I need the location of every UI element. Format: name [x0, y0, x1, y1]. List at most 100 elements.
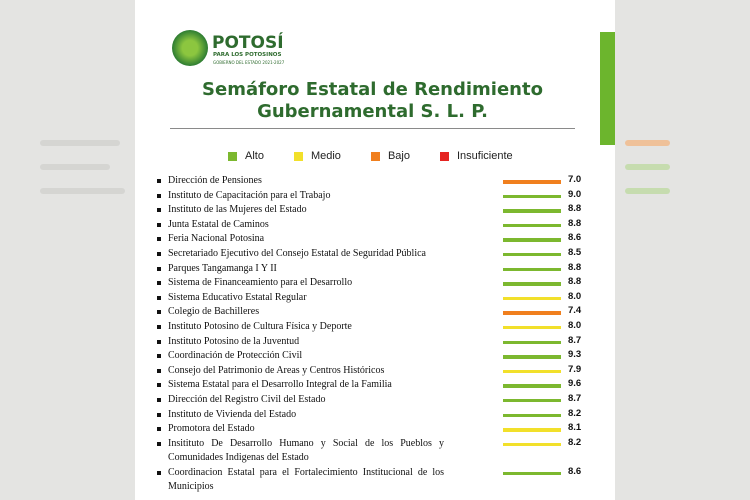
legend-item: Insuficiente	[439, 150, 513, 162]
rating-bar	[503, 209, 561, 213]
legend-item: Alto	[228, 150, 264, 162]
row: Dirección del Registro Civil del Estado 8…	[157, 393, 597, 408]
rating-bar	[503, 471, 561, 476]
row: Sistema Estatal para el Desarrollo Integ…	[157, 378, 597, 393]
logo-subtitle: PARA LOS POTOSINOS	[213, 52, 282, 58]
row: Instituto de las Mujeres del Estado 8.8	[157, 203, 597, 218]
row-name: Instituto Potosino de Cultura Física y D…	[168, 320, 352, 332]
row-name: Secretariado Ejecutivo del Consejo Estat…	[168, 247, 426, 259]
legend-item: Medio	[293, 150, 341, 162]
row-score: 8.0	[568, 290, 582, 302]
bullet	[157, 441, 161, 446]
row-name: Sistema Estatal para el Desarrollo Integ…	[168, 379, 392, 391]
row: Consejo del Patrimonio de Areas y Centro…	[157, 364, 597, 379]
bullet	[157, 281, 161, 286]
background	[40, 164, 110, 170]
title: Gubernamental S. L. P.	[257, 101, 488, 122]
row: Instituto Potosino de Cultura Física y D…	[157, 320, 597, 335]
row: Coordinacion Estatal para el Fortalecimi…	[157, 466, 597, 495]
row: Instituto de Vivienda del Estado 8.2	[157, 408, 597, 423]
bullet	[157, 237, 161, 242]
rating-bar	[503, 340, 561, 345]
bullet	[157, 295, 161, 300]
bullet	[157, 222, 161, 227]
legend-swatch	[370, 151, 380, 161]
row-name: Sistema de Financeamiento para el Desarr…	[168, 277, 353, 289]
row-name: Instituto de las Mujeres del Estado	[168, 204, 307, 216]
row: Sistema Educativo Estatal Regular 8.0	[157, 291, 597, 306]
rating-bar	[503, 223, 561, 228]
rating-bar	[503, 252, 561, 257]
background	[625, 164, 670, 170]
logo-title: POTOSÍ	[212, 33, 284, 53]
title: Semáforo Estatal de Rendimiento	[202, 79, 543, 100]
background	[625, 188, 670, 194]
accent-bar	[600, 32, 615, 145]
bullet	[157, 397, 161, 402]
background	[40, 188, 125, 194]
bullet	[157, 179, 161, 183]
legend-swatch	[293, 151, 303, 161]
bullet	[157, 339, 161, 344]
row-name: Instituto Potosino de la Juventud	[168, 335, 300, 347]
row: Secretariado Ejecutivo del Consejo Estat…	[157, 247, 597, 262]
rating-bar	[503, 428, 561, 432]
row-score: 9.3	[568, 349, 582, 361]
row-score: 7.9	[568, 363, 582, 375]
row-name: Parques Tangamanga I Y II	[168, 262, 277, 274]
row: Sistema de Financeamiento para el Desarr…	[157, 276, 597, 291]
row: Colegio de Bachilleres 7.4	[157, 305, 597, 320]
row: Junta Estatal de Caminos 8.8	[157, 218, 597, 233]
rating-bar	[503, 369, 561, 374]
row-name: Colegio de Bachilleres	[168, 306, 260, 318]
row-score: 8.5	[568, 246, 582, 258]
bullet	[157, 310, 161, 315]
row: Feria Nacional Potosina 8.6	[157, 232, 597, 247]
logo-small: GOBIERNO DEL ESTADO 2021-2027	[213, 60, 285, 65]
row-score: 8.8	[568, 276, 582, 288]
row: Instituto de Capacitación para el Trabaj…	[157, 189, 597, 204]
row-score: 8.1	[568, 422, 582, 434]
row-name: Instituto de Capacitación para el Trabaj…	[168, 189, 331, 201]
row-score: 9.6	[568, 378, 582, 390]
row-name: Coordinación de Protección Civil	[168, 350, 303, 362]
bullet	[157, 193, 161, 198]
rating-bar	[503, 296, 561, 301]
row-name: Insitituto De Desarrollo Humano y Social…	[168, 437, 444, 464]
rating-bar	[503, 325, 561, 330]
bullet	[157, 251, 161, 256]
row-score: 8.8	[568, 261, 582, 273]
row-name: Junta Estatal de Caminos	[168, 218, 269, 230]
row: Promotora del Estado 8.1	[157, 422, 597, 437]
row-name: Dirección del Registro Civil del Estado	[168, 393, 326, 405]
bullet	[157, 470, 161, 475]
legend-label: Medio	[310, 150, 341, 162]
row-score: 8.7	[568, 334, 582, 346]
row-name: Feria Nacional Potosina	[168, 233, 265, 245]
row-name: Instituto de Vivienda del Estado	[168, 408, 297, 420]
row-name: Dirección de Pensiones	[168, 175, 262, 186]
bullet	[157, 412, 161, 417]
row-name: Consejo del Patrimonio de Areas y Centro…	[168, 364, 385, 376]
row-score: 7.4	[568, 305, 582, 317]
divider	[170, 128, 575, 129]
bullet	[157, 383, 161, 388]
row-score: 8.0	[568, 319, 582, 331]
row-name: Sistema Educativo Estatal Regular	[168, 291, 307, 303]
row-name: Coordinacion Estatal para el Fortalecimi…	[168, 466, 444, 493]
rating-bar	[503, 282, 561, 286]
row: Dirección de Pensiones 7.0	[157, 174, 597, 189]
logo	[172, 30, 208, 66]
legend-label: Alto	[245, 150, 264, 162]
bullet	[157, 427, 161, 432]
rating-bar	[503, 413, 561, 417]
legend-label: Insuficiente	[456, 150, 513, 162]
row-score: 8.2	[568, 407, 582, 419]
rating-bar	[503, 194, 561, 199]
bullet	[157, 368, 161, 373]
bullet	[157, 208, 161, 213]
row: Insitituto De Desarrollo Humano y Social…	[157, 437, 597, 466]
rating-bar	[503, 355, 561, 359]
bullet	[157, 266, 161, 271]
